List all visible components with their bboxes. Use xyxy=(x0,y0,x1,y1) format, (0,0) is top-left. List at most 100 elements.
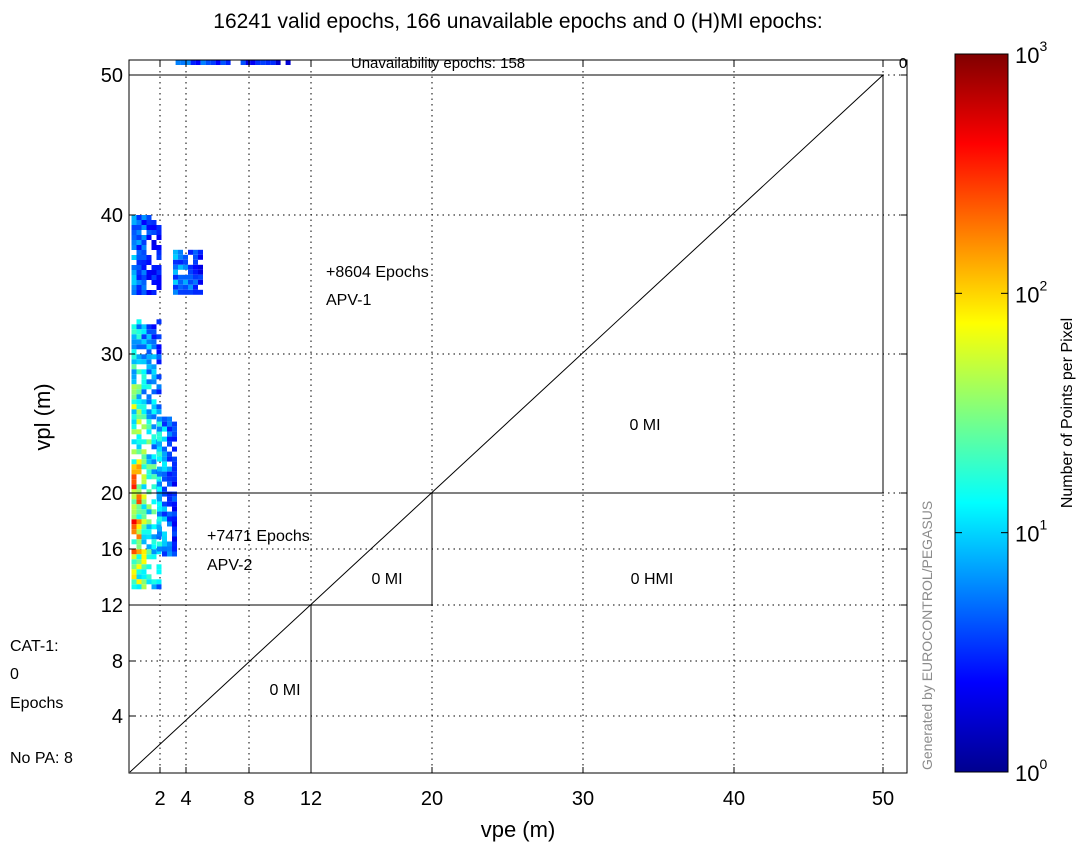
heatmap-cell xyxy=(136,554,142,560)
heatmap-cell xyxy=(141,285,147,290)
heatmap-cell xyxy=(131,245,137,250)
heatmap-cell xyxy=(131,574,137,580)
heatmap-cell xyxy=(156,334,162,340)
heatmap-cell xyxy=(178,284,183,290)
heatmap-cell xyxy=(162,471,167,477)
heatmap-cell xyxy=(141,484,147,490)
heatmap-cell xyxy=(136,524,142,530)
heatmap-cell xyxy=(151,484,157,490)
heatmap-cell xyxy=(162,516,167,522)
heatmap-cell xyxy=(131,389,137,395)
heatmap-cell xyxy=(172,546,177,552)
heatmap-cell xyxy=(136,235,142,240)
heatmap-cell xyxy=(146,349,152,355)
heatmap-cell xyxy=(136,324,142,330)
heatmap-cell xyxy=(131,374,137,380)
heatmap-cell xyxy=(185,60,191,65)
heatmap-cell xyxy=(131,329,137,335)
heatmap-cell xyxy=(172,421,177,427)
heatmap-cell xyxy=(270,60,276,65)
heatmap-cell xyxy=(136,394,142,400)
heatmap-cell xyxy=(141,255,147,260)
heatmap-cell xyxy=(157,486,162,492)
colorbar xyxy=(954,53,1009,773)
heatmap-cell xyxy=(141,235,147,240)
heatmap-cell xyxy=(131,215,137,220)
heatmap-cell xyxy=(157,441,162,447)
y-tick-label: 12 xyxy=(101,595,123,617)
cat1-epochs-line3: Epochs xyxy=(10,695,63,712)
heatmap-cell xyxy=(136,369,142,375)
heatmap-cell xyxy=(131,499,137,505)
heatmap-cell xyxy=(151,324,157,330)
heatmap-cell xyxy=(141,499,147,505)
heatmap-cell xyxy=(131,504,137,510)
heatmap-cell xyxy=(157,496,162,502)
x-axis-label: vpe (m) xyxy=(481,817,556,842)
heatmap-cell xyxy=(193,289,198,295)
heatmap-cell xyxy=(157,491,162,497)
y-tick-label: 8 xyxy=(112,651,123,673)
heatmap-cell xyxy=(136,414,142,420)
heatmap-cell xyxy=(151,434,157,440)
heatmap-cell xyxy=(157,471,162,477)
heatmap-cell xyxy=(131,379,137,385)
heatmap-cell xyxy=(151,474,157,480)
heatmap-cell xyxy=(193,284,198,290)
heatmap-cell xyxy=(131,240,137,245)
heatmap-cell xyxy=(151,404,157,410)
heatmap-cell xyxy=(141,569,147,575)
heatmap-cell xyxy=(193,249,198,255)
heatmap-cell xyxy=(172,446,177,452)
heatmap-cell xyxy=(146,564,152,570)
heatmap-cell xyxy=(265,60,271,65)
heatmap-cell xyxy=(131,414,137,420)
apv1-epochs-label: +8604 Epochs xyxy=(326,264,429,281)
heatmap-cell xyxy=(131,549,137,555)
heatmap-cell xyxy=(131,429,137,435)
heatmap-cell xyxy=(131,584,137,590)
heatmap-cell xyxy=(157,526,162,532)
heatmap-cell xyxy=(136,399,142,405)
heatmap-cell xyxy=(151,459,157,465)
heatmap-cell xyxy=(172,496,177,502)
heatmap-cell xyxy=(162,416,167,422)
heatmap-cell xyxy=(162,426,167,432)
heatmap-cell xyxy=(131,529,137,535)
heatmap-cell xyxy=(146,464,152,470)
heatmap-cell xyxy=(172,501,177,507)
heatmap-cell xyxy=(151,464,157,470)
cat1-epochs-line2: 0 xyxy=(10,666,19,683)
heatmap-cell xyxy=(167,476,172,482)
heatmap-cell xyxy=(151,389,157,395)
heatmap-cell xyxy=(167,431,172,437)
heatmap-cell xyxy=(131,469,137,475)
heatmap-cell xyxy=(151,280,157,285)
heatmap-cell xyxy=(146,439,152,445)
heatmap-cell xyxy=(136,529,142,535)
heatmap-cell xyxy=(198,264,203,270)
heatmap-cell xyxy=(141,584,147,590)
heatmap-cell xyxy=(141,449,147,455)
heatmap-cell xyxy=(172,461,177,467)
heatmap-cell xyxy=(167,546,172,552)
heatmap-cell xyxy=(141,290,147,295)
heatmap-cell xyxy=(146,549,152,555)
heatmap-cell xyxy=(198,274,203,280)
heatmap-cell xyxy=(136,270,142,275)
heatmap-cell xyxy=(141,524,147,530)
heatmap-cell xyxy=(188,269,193,275)
heatmap-cell xyxy=(162,436,167,442)
heatmap-cell xyxy=(151,554,157,560)
heatmap-cell xyxy=(151,220,157,225)
heatmap-cell xyxy=(156,265,162,270)
heatmap-cell xyxy=(141,474,147,480)
heatmap-cell xyxy=(136,559,142,565)
heatmap-cell xyxy=(146,235,152,240)
heatmap-cell xyxy=(141,379,147,385)
heatmap-cell xyxy=(151,245,157,250)
heatmap-cell xyxy=(188,264,193,270)
heatmap-cell xyxy=(285,60,291,65)
heatmap-cell xyxy=(141,275,147,280)
